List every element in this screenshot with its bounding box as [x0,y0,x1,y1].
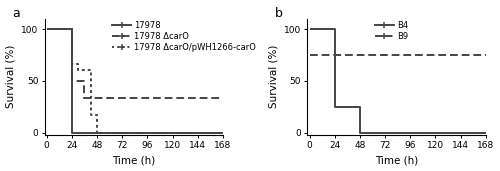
Legend: B4, B9: B4, B9 [375,21,408,41]
Text: a: a [12,7,20,20]
X-axis label: Time (h): Time (h) [112,155,156,166]
Y-axis label: Survival (%): Survival (%) [268,45,278,108]
Legend: 17978, 17978 ΔcarO, 17978 ΔcarO/pWH1266-carO: 17978, 17978 ΔcarO, 17978 ΔcarO/pWH1266-… [112,21,256,52]
Y-axis label: Survival (%): Survival (%) [6,45,16,108]
Text: b: b [276,7,283,20]
X-axis label: Time (h): Time (h) [375,155,418,166]
